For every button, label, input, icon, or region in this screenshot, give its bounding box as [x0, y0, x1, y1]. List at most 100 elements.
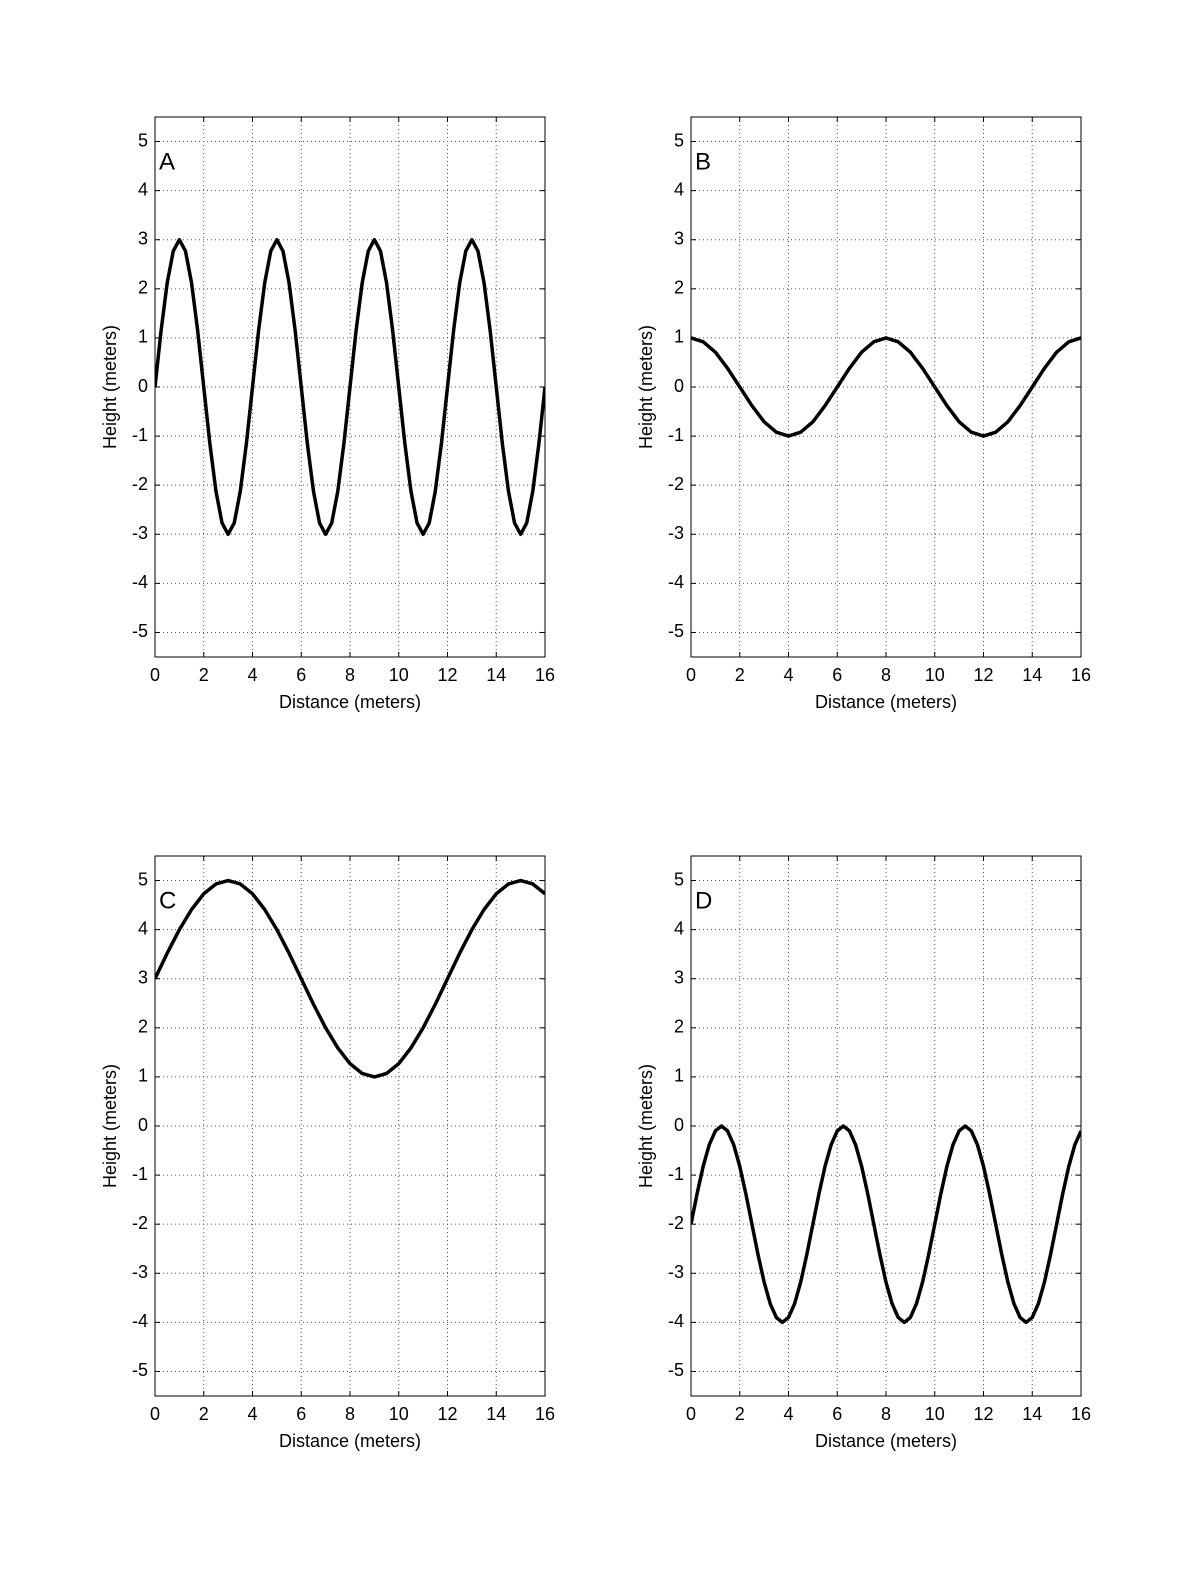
axes-frame — [154, 855, 546, 1397]
x-tick-label: 6 — [832, 665, 842, 685]
y-tick-label: 0 — [674, 376, 684, 396]
y-tick-label: -1 — [668, 1164, 684, 1184]
y-axis-label: Height (meters) — [636, 325, 656, 449]
x-tick-label: 0 — [150, 665, 160, 685]
x-tick-label: 8 — [881, 665, 891, 685]
y-tick-label: -5 — [132, 621, 148, 641]
y-tick-label: 5 — [674, 869, 684, 889]
y-tick-label: -2 — [132, 474, 148, 494]
x-tick-label: 4 — [247, 665, 257, 685]
y-tick-label: 3 — [138, 228, 148, 248]
x-tick-label: 16 — [1071, 665, 1091, 685]
x-tick-label: 14 — [486, 1404, 506, 1424]
wave-line — [155, 237, 545, 537]
x-tick-label: 16 — [535, 1404, 555, 1424]
x-axis-label: Distance (meters) — [815, 1431, 957, 1451]
x-tick-label: 4 — [783, 665, 793, 685]
y-tick-label: 0 — [138, 1115, 148, 1135]
x-tick-label: 12 — [437, 665, 457, 685]
x-tick-label: 14 — [1022, 1404, 1042, 1424]
y-tick-label: 5 — [138, 130, 148, 150]
y-tick-label: 3 — [138, 967, 148, 987]
panel-label: B — [695, 148, 711, 175]
x-tick-label: 0 — [150, 1404, 160, 1424]
x-tick-label: 0 — [686, 665, 696, 685]
x-tick-label: 8 — [345, 1404, 355, 1424]
y-tick-label: 4 — [674, 179, 684, 199]
y-tick-label: -4 — [668, 572, 684, 592]
y-tick-label: -5 — [668, 1360, 684, 1380]
y-tick-label: 1 — [674, 327, 684, 347]
wave-line — [155, 878, 545, 1079]
y-tick-label: -3 — [132, 1262, 148, 1282]
x-tick-label: 2 — [735, 665, 745, 685]
x-tick-label: 8 — [881, 1404, 891, 1424]
y-tick-label: -3 — [668, 1262, 684, 1282]
y-tick-label: -1 — [132, 1164, 148, 1184]
y-axis-label: Height (meters) — [636, 1064, 656, 1188]
x-tick-label: 16 — [1071, 1404, 1091, 1424]
x-tick-label: 12 — [973, 1404, 993, 1424]
y-tick-label: -3 — [132, 523, 148, 543]
y-tick-label: 0 — [138, 376, 148, 396]
x-tick-label: 4 — [247, 1404, 257, 1424]
y-tick-label: -2 — [668, 474, 684, 494]
y-tick-label: 2 — [138, 278, 148, 298]
x-tick-label: 8 — [345, 665, 355, 685]
axes-frame — [690, 116, 1082, 658]
x-tick-label: 0 — [686, 1404, 696, 1424]
x-tick-label: 12 — [437, 1404, 457, 1424]
x-tick-label: 2 — [735, 1404, 745, 1424]
x-tick-label: 2 — [199, 665, 209, 685]
y-tick-label: 2 — [674, 278, 684, 298]
y-tick-label: 1 — [138, 327, 148, 347]
y-tick-label: -4 — [132, 572, 148, 592]
axes-frame — [690, 855, 1082, 1397]
y-tick-label: -4 — [668, 1311, 684, 1331]
y-tick-label: 4 — [674, 918, 684, 938]
y-tick-label: -1 — [668, 425, 684, 445]
x-tick-label: 12 — [973, 665, 993, 685]
x-tick-label: 10 — [389, 1404, 409, 1424]
y-tick-label: 0 — [674, 1115, 684, 1135]
y-tick-label: -4 — [132, 1311, 148, 1331]
x-axis-label: Distance (meters) — [279, 1431, 421, 1451]
y-tick-label: 2 — [674, 1017, 684, 1037]
y-tick-label: 5 — [138, 869, 148, 889]
y-tick-label: 1 — [674, 1066, 684, 1086]
x-axis-label: Distance (meters) — [815, 692, 957, 712]
x-tick-label: 6 — [296, 665, 306, 685]
y-tick-label: 2 — [138, 1017, 148, 1037]
x-tick-label: 14 — [1022, 665, 1042, 685]
y-axis-label: Height (meters) — [100, 1064, 120, 1188]
panel-label: C — [159, 887, 176, 914]
x-tick-label: 6 — [296, 1404, 306, 1424]
y-tick-label: -5 — [668, 621, 684, 641]
x-tick-label: 4 — [783, 1404, 793, 1424]
panel-label: A — [159, 148, 175, 175]
y-tick-label: 1 — [138, 1066, 148, 1086]
x-tick-label: 16 — [535, 665, 555, 685]
x-tick-label: 10 — [925, 1404, 945, 1424]
y-tick-label: -5 — [132, 1360, 148, 1380]
y-tick-label: 3 — [674, 228, 684, 248]
x-axis-label: Distance (meters) — [279, 692, 421, 712]
y-axis-label: Height (meters) — [100, 325, 120, 449]
y-tick-label: -2 — [668, 1213, 684, 1233]
y-tick-label: -3 — [668, 523, 684, 543]
x-tick-label: 10 — [925, 665, 945, 685]
x-tick-label: 14 — [486, 665, 506, 685]
y-tick-label: 5 — [674, 130, 684, 150]
wave-line — [691, 1124, 1081, 1325]
x-tick-label: 2 — [199, 1404, 209, 1424]
y-tick-label: 3 — [674, 967, 684, 987]
wave-line — [691, 336, 1081, 438]
y-tick-label: -2 — [132, 1213, 148, 1233]
x-tick-label: 10 — [389, 665, 409, 685]
y-tick-label: 4 — [138, 179, 148, 199]
